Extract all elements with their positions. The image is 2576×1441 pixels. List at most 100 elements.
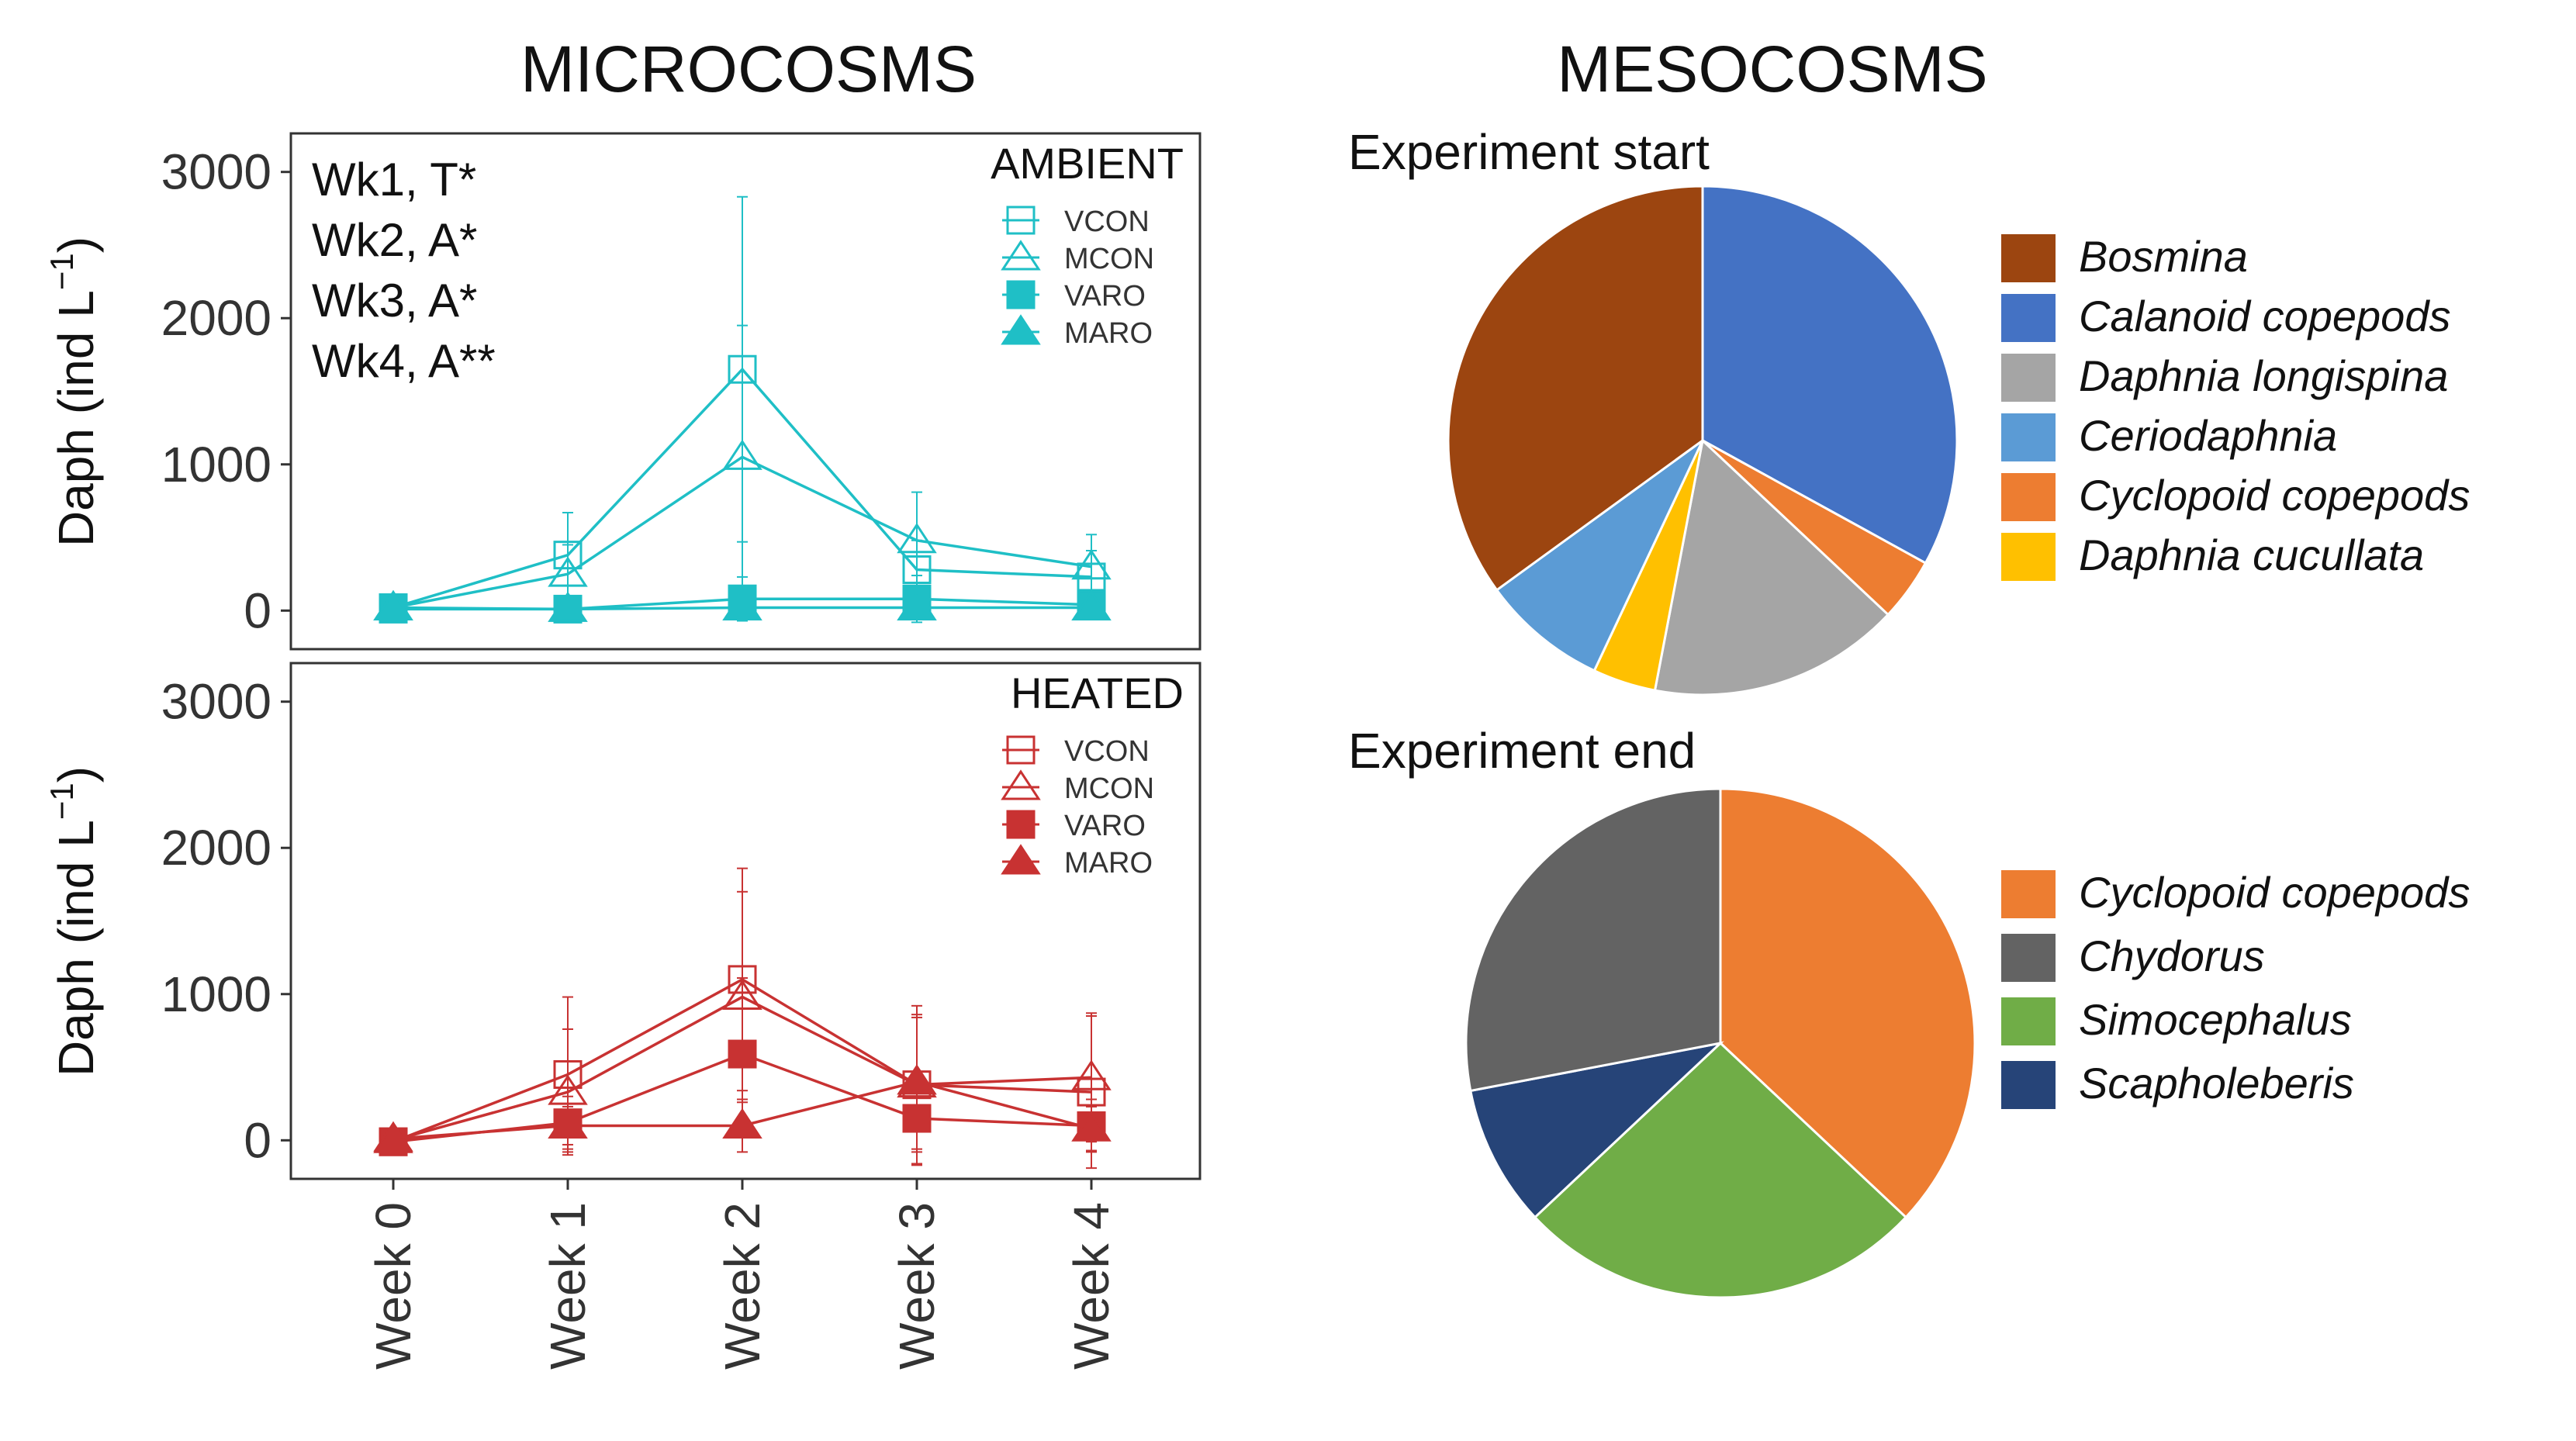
pie-slice-scapholeberis	[1469, 1041, 1724, 1219]
data-point	[373, 1121, 413, 1152]
legend-key-varo: VARO	[1002, 280, 1146, 313]
data-point	[897, 1064, 937, 1095]
data-point	[722, 589, 762, 621]
legend-label-simocephalus: Simocephalus	[2079, 995, 2352, 1044]
pie-end-title: Experiment end	[1348, 723, 1696, 779]
x-tick-label: Week 4	[1063, 1202, 1119, 1370]
legend-label-ceriodaphnia: Ceriodaphnia	[2079, 411, 2337, 460]
heated-chart: 0 1000 2000 3000 HEATED VCON MCON VARO MARO	[161, 669, 1184, 1170]
legend-marker	[1001, 314, 1041, 345]
legend: AMBIENT VCON MCON VARO MARO	[991, 139, 1184, 350]
y-tick-label: 3000	[161, 144, 271, 200]
mesocosms-title: MESOCOSMS	[1557, 33, 1987, 105]
x-tick-label: Week 3	[889, 1202, 945, 1370]
pie-slice-daphnia-longispina	[1653, 438, 1890, 696]
data-point	[897, 523, 937, 554]
legend-label-chydorus: Chydorus	[2079, 931, 2265, 980]
data-point	[1071, 589, 1112, 621]
pie-slice-simocephalus	[1533, 1041, 1908, 1299]
data-point	[548, 1108, 588, 1139]
pie-slice-calanoid-copepods	[1701, 185, 1959, 565]
legend-marker	[1006, 810, 1036, 839]
data-point	[728, 1039, 757, 1069]
pie-start-title: Experiment start	[1348, 124, 1710, 180]
y-tick-label: 1000	[161, 966, 271, 1022]
pie-slice-chydorus	[1464, 787, 1722, 1093]
x-axis: Week 0 Week 1 Week 2 Week 3 Week 4	[365, 1179, 1119, 1370]
legend-swatch-daphnia-longispina	[2001, 354, 2056, 402]
data-point	[722, 1108, 762, 1139]
y-tick-label: 0	[244, 582, 271, 638]
y-tick-label: 1000	[161, 437, 271, 492]
pie-slice-cyclopoid-copepods	[1719, 787, 1976, 1219]
data-point	[1071, 1111, 1112, 1142]
legend-label: VCON	[1064, 206, 1150, 238]
stat-week4: Wk4, A**	[312, 335, 496, 387]
legend-key-vcon: VCON	[1002, 206, 1150, 238]
legend-key-mcon: MCON	[1001, 240, 1154, 275]
legend-label: VARO	[1064, 280, 1146, 313]
legend-marker	[1001, 769, 1041, 800]
pie-slice-ceriodaphnia	[1495, 439, 1704, 672]
series-maro	[373, 589, 1112, 622]
pie-start-chart: Bosmina Calanoid copepods Daphnia longispi…	[1447, 185, 2470, 696]
legend-marker	[1001, 844, 1041, 875]
heated-y-axis-title: Daph (ind L−1)	[43, 766, 104, 1076]
legend-swatch-scapholeberis	[2001, 1061, 2056, 1109]
legend-key-maro: MARO	[1001, 844, 1153, 879]
ambient-panel-frame	[289, 132, 1202, 651]
data-point	[373, 589, 413, 621]
legend-swatch-simocephalus	[2001, 997, 2056, 1045]
legend-label-calanoid-copepods: Calanoid copepods	[2079, 292, 2450, 340]
legend-title: HEATED	[1011, 669, 1184, 717]
y-tick-label: 3000	[161, 674, 271, 730]
legend-label-cyclopoid-copepods: Cyclopoid copepods	[2079, 471, 2470, 520]
pie-end-chart: Cyclopoid copepods Chydorus Simocephalus Sc…	[1464, 787, 2470, 1299]
legend-key-maro: MARO	[1001, 314, 1153, 350]
legend-label-daphnia-cucullata: Daphnia cucullata	[2079, 530, 2424, 579]
series-mcon	[373, 324, 1112, 621]
ambient-chart: 0 1000 2000 3000 AMBIENT VCON MCON VARO MARO	[161, 139, 1184, 638]
legend-key-varo: VARO	[1002, 810, 1146, 842]
ambient-y-axis-title: Daph (ind L−1)	[43, 237, 104, 547]
pie-slice-bosmina	[1447, 185, 1704, 592]
y-tick-label: 2000	[161, 820, 271, 876]
legend-marker	[1006, 206, 1036, 235]
data-point	[1071, 1059, 1112, 1090]
legend-marker	[1006, 280, 1036, 309]
y-tick-label: 2000	[161, 290, 271, 346]
legend-swatch-calanoid-copepods	[2001, 294, 2056, 342]
data-point	[1071, 549, 1112, 580]
legend-title: AMBIENT	[991, 139, 1184, 188]
data-point	[722, 439, 762, 470]
series-maro	[373, 1014, 1112, 1153]
x-tick-label: Week 0	[365, 1202, 421, 1370]
data-point	[548, 556, 588, 587]
legend-label-bosmina: Bosmina	[2079, 232, 2248, 281]
data-point	[548, 591, 588, 622]
legend-swatch-cyclopoid-copepods	[2001, 473, 2056, 521]
legend-label: VARO	[1064, 810, 1146, 842]
legend-label: MCON	[1064, 243, 1154, 275]
legend-key-vcon: VCON	[1002, 735, 1150, 768]
legend-label: MCON	[1064, 772, 1154, 805]
legend-key-mcon: MCON	[1001, 769, 1154, 805]
legend: HEATED VCON MCON VARO MARO	[1001, 669, 1184, 879]
y-tick-label: 0	[244, 1112, 271, 1168]
legend-label: MARO	[1064, 847, 1153, 879]
legend-swatch-daphnia-cucullata	[2001, 533, 2056, 581]
stat-week3: Wk3, A*	[312, 275, 477, 327]
stat-week1: Wk1, T*	[312, 154, 476, 206]
legend-label: VCON	[1064, 735, 1150, 768]
x-tick-label: Week 1	[540, 1202, 596, 1370]
legend-swatch-bosmina	[2001, 234, 2056, 282]
legend-swatch-chydorus	[2001, 934, 2056, 982]
heated-panel-frame	[289, 662, 1202, 1180]
series-line	[392, 455, 1092, 610]
legend-marker	[1006, 735, 1036, 765]
legend-label: MARO	[1064, 317, 1153, 350]
data-point	[897, 589, 937, 621]
legend-swatch-ceriodaphnia	[2001, 413, 2056, 461]
legend-label-daphnia-longispina: Daphnia longispina	[2079, 351, 2448, 400]
